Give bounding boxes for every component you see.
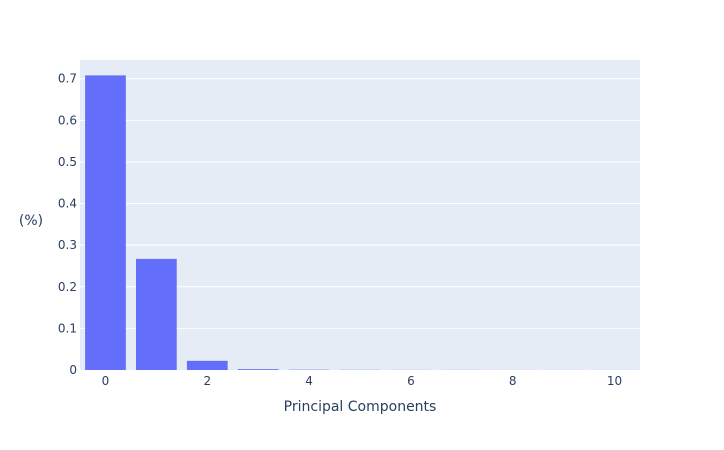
bars [85, 75, 635, 371]
x-tick-label: 10 [607, 374, 622, 388]
bar-0 [85, 75, 126, 371]
y-tick-label: 0.5 [58, 155, 77, 169]
x-tick-label: 6 [407, 374, 415, 388]
y-tick-label: 0.1 [58, 321, 77, 335]
x-axis-title: Principal Components [284, 399, 437, 415]
bar-2 [186, 360, 228, 370]
y-tick-label: 0.2 [58, 280, 77, 294]
x-tick-label: 8 [509, 374, 517, 388]
y-tick-labels: 0 0.1 0.2 0.3 0.4 0.5 0.6 0.7 [58, 72, 77, 377]
bar-3 [237, 369, 279, 370]
bar-1 [136, 258, 177, 370]
y-axis-title: (%) [19, 213, 43, 229]
y-tick-label: 0 [69, 363, 77, 377]
y-tick-label: 0.6 [58, 113, 77, 127]
y-tick-label: 0.4 [58, 197, 77, 211]
x-tick-labels: 0 2 4 6 8 10 [102, 374, 623, 388]
y-tick-label: 0.3 [58, 238, 77, 252]
x-tick-label: 0 [102, 374, 110, 388]
y-tick-label: 0.7 [58, 72, 77, 86]
x-tick-label: 2 [203, 374, 211, 388]
x-tick-label: 4 [305, 374, 313, 388]
